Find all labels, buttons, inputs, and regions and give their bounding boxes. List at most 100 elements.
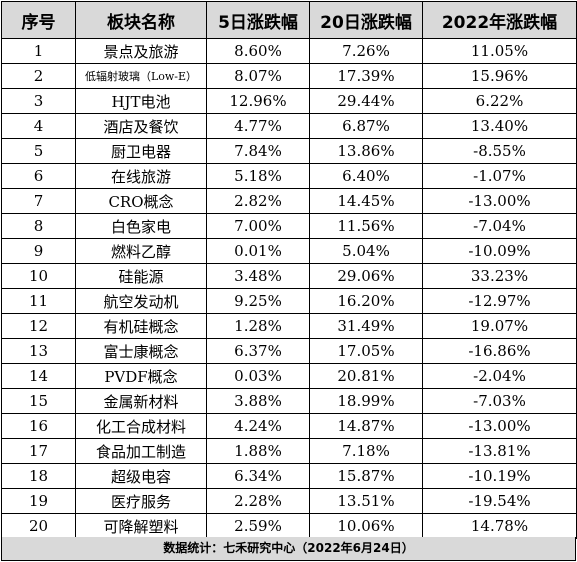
cell-rank: 1	[1, 38, 76, 64]
table-row: 20 可降解塑料 2.59% 10.06% 14.78%	[1, 513, 577, 539]
table-row: 4 酒店及餐饮 4.77% 6.87% 13.40%	[1, 113, 577, 139]
cell-20day-change: 6.40%	[309, 163, 423, 189]
table-row: 12 有机硅概念 1.28% 31.49% 19.07%	[1, 313, 577, 339]
cell-20day-change: 14.45%	[309, 188, 423, 214]
cell-5day-change: 4.24%	[206, 413, 310, 439]
cell-5day-change: 0.01%	[206, 238, 310, 264]
cell-2022-change: 11.05%	[422, 38, 577, 64]
cell-rank: 13	[1, 338, 76, 364]
cell-2022-change: -10.19%	[422, 463, 577, 489]
cell-5day-change: 8.07%	[206, 63, 310, 89]
header-5day-change: 5日涨跌幅	[206, 1, 310, 39]
cell-2022-change: -8.55%	[422, 138, 577, 164]
cell-rank: 6	[1, 163, 76, 189]
cell-sector-name: 在线旅游	[75, 163, 207, 189]
cell-2022-change: 6.22%	[422, 88, 577, 114]
cell-20day-change: 29.44%	[309, 88, 423, 114]
cell-5day-change: 1.88%	[206, 438, 310, 464]
cell-20day-change: 17.05%	[309, 338, 423, 364]
cell-2022-change: -19.54%	[422, 488, 577, 514]
cell-sector-name: 富士康概念	[75, 338, 207, 364]
cell-5day-change: 1.28%	[206, 313, 310, 339]
cell-5day-change: 9.25%	[206, 288, 310, 314]
cell-2022-change: -10.09%	[422, 238, 577, 264]
cell-rank: 9	[1, 238, 76, 264]
cell-20day-change: 14.87%	[309, 413, 423, 439]
cell-sector-name: 医疗服务	[75, 488, 207, 514]
cell-5day-change: 6.34%	[206, 463, 310, 489]
cell-20day-change: 10.06%	[309, 513, 423, 539]
cell-sector-name: PVDF概念	[75, 363, 207, 389]
table-row: 14 PVDF概念 0.03% 20.81% -2.04%	[1, 363, 577, 389]
cell-rank: 5	[1, 138, 76, 164]
table-body: 1 景点及旅游 8.60% 7.26% 11.05% 2 低辐射玻璃（Low-E） 8.07%…	[1, 38, 577, 539]
cell-rank: 19	[1, 488, 76, 514]
cell-rank: 14	[1, 363, 76, 389]
cell-rank: 7	[1, 188, 76, 214]
cell-5day-change: 7.00%	[206, 213, 310, 239]
cell-2022-change: 19.07%	[422, 313, 577, 339]
cell-2022-change: -2.04%	[422, 363, 577, 389]
cell-rank: 17	[1, 438, 76, 464]
cell-rank: 15	[1, 388, 76, 414]
cell-5day-change: 2.28%	[206, 488, 310, 514]
table-row: 3 HJT电池 12.96% 29.44% 6.22%	[1, 88, 577, 114]
cell-sector-name: 厨卫电器	[75, 138, 207, 164]
header-20day-change: 20日涨跌幅	[309, 1, 423, 39]
header-2022-change: 2022年涨跌幅	[422, 1, 577, 39]
cell-sector-name: 航空发动机	[75, 288, 207, 314]
table-row: 19 医疗服务 2.28% 13.51% -19.54%	[1, 488, 577, 514]
cell-20day-change: 16.20%	[309, 288, 423, 314]
table-row: 5 厨卫电器 7.84% 13.86% -8.55%	[1, 138, 577, 164]
cell-rank: 11	[1, 288, 76, 314]
cell-5day-change: 7.84%	[206, 138, 310, 164]
cell-rank: 12	[1, 313, 76, 339]
cell-sector-name: HJT电池	[75, 88, 207, 114]
table-row: 16 化工合成材料 4.24% 14.87% -13.00%	[1, 413, 577, 439]
cell-20day-change: 31.49%	[309, 313, 423, 339]
cell-sector-name: 低辐射玻璃（Low-E）	[75, 63, 207, 89]
table-row: 7 CRO概念 2.82% 14.45% -13.00%	[1, 188, 577, 214]
cell-20day-change: 7.26%	[309, 38, 423, 64]
cell-sector-name: 可降解塑料	[75, 513, 207, 539]
sector-table: 序号 板块名称 5日涨跌幅 20日涨跌幅 2022年涨跌幅 1 景点及旅游 8.60…	[1, 1, 577, 539]
cell-5day-change: 4.77%	[206, 113, 310, 139]
cell-rank: 3	[1, 88, 76, 114]
cell-5day-change: 0.03%	[206, 363, 310, 389]
cell-sector-name: 有机硅概念	[75, 313, 207, 339]
cell-20day-change: 15.87%	[309, 463, 423, 489]
cell-20day-change: 13.51%	[309, 488, 423, 514]
cell-rank: 2	[1, 63, 76, 89]
cell-5day-change: 12.96%	[206, 88, 310, 114]
cell-2022-change: -13.81%	[422, 438, 577, 464]
table-row: 13 富士康概念 6.37% 17.05% -16.86%	[1, 338, 577, 364]
cell-rank: 10	[1, 263, 76, 289]
data-source-footer: 数据统计：七禾研究中心（2022年6月24日）	[1, 537, 576, 561]
cell-rank: 8	[1, 213, 76, 239]
table-row: 17 食品加工制造 1.88% 7.18% -13.81%	[1, 438, 577, 464]
header-rank: 序号	[1, 1, 76, 39]
table-row: 2 低辐射玻璃（Low-E） 8.07% 17.39% 15.96%	[1, 63, 577, 89]
cell-2022-change: -7.03%	[422, 388, 577, 414]
cell-sector-name: 景点及旅游	[75, 38, 207, 64]
cell-2022-change: 14.78%	[422, 513, 577, 539]
cell-5day-change: 3.88%	[206, 388, 310, 414]
cell-20day-change: 29.06%	[309, 263, 423, 289]
cell-rank: 4	[1, 113, 76, 139]
cell-sector-name: 硅能源	[75, 263, 207, 289]
cell-5day-change: 2.82%	[206, 188, 310, 214]
cell-sector-name: 食品加工制造	[75, 438, 207, 464]
cell-20day-change: 5.04%	[309, 238, 423, 264]
cell-5day-change: 2.59%	[206, 513, 310, 539]
cell-2022-change: -12.97%	[422, 288, 577, 314]
table-row: 6 在线旅游 5.18% 6.40% -1.07%	[1, 163, 577, 189]
cell-2022-change: -16.86%	[422, 338, 577, 364]
cell-2022-change: -13.00%	[422, 413, 577, 439]
cell-5day-change: 3.48%	[206, 263, 310, 289]
table-row: 8 白色家电 7.00% 11.56% -7.04%	[1, 213, 577, 239]
table-row: 1 景点及旅游 8.60% 7.26% 11.05%	[1, 38, 577, 64]
cell-5day-change: 5.18%	[206, 163, 310, 189]
cell-5day-change: 8.60%	[206, 38, 310, 64]
cell-2022-change: -1.07%	[422, 163, 577, 189]
